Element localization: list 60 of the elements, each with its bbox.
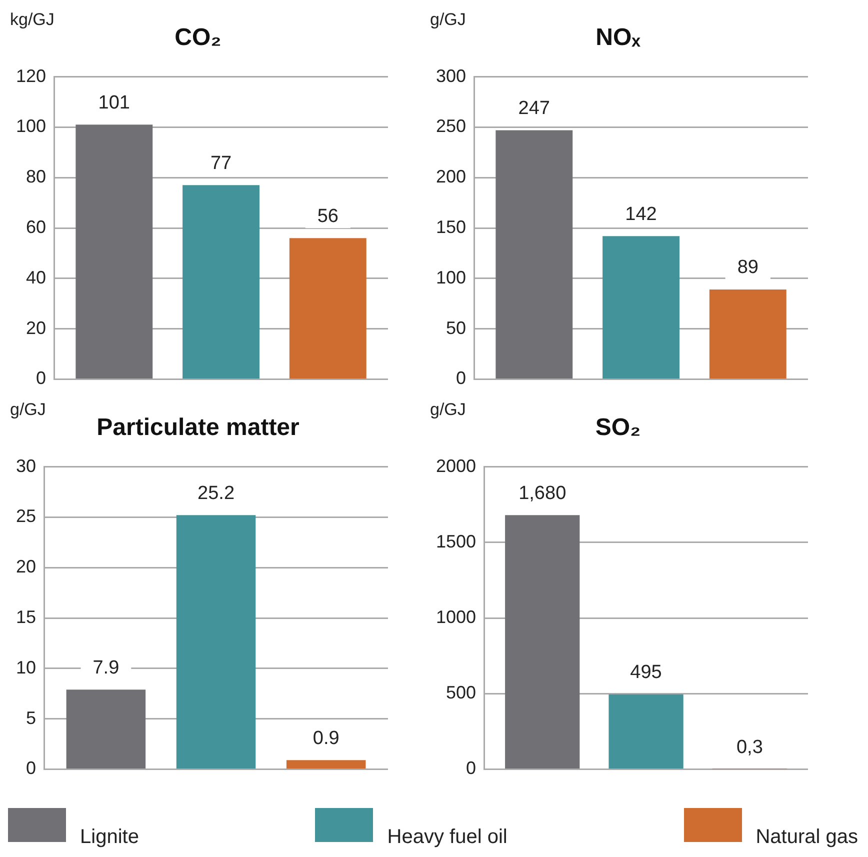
- data-label: 0.9: [312, 728, 340, 749]
- y-tick-label: 40: [26, 267, 46, 288]
- y-tick-label: 500: [446, 682, 476, 703]
- bar: [289, 238, 366, 378]
- y-tick-label: 50: [446, 318, 466, 338]
- data-label: 247: [518, 98, 550, 119]
- bar: [286, 760, 366, 768]
- y-tick-label: 250: [436, 116, 466, 136]
- legend-label: Lignite: [80, 826, 139, 849]
- bar: [76, 124, 153, 378]
- data-label: 77: [210, 152, 232, 174]
- data-label: 1,680: [518, 482, 566, 504]
- legend-label: Heavy fuel oil: [387, 826, 508, 849]
- y-tick-label: 10: [16, 657, 36, 678]
- data-label: 7.9: [92, 657, 120, 678]
- y-tick-label: 0: [26, 758, 36, 778]
- data-label: 56: [317, 206, 338, 227]
- bar: [176, 515, 256, 768]
- data-label: 89: [737, 257, 758, 278]
- y-tick-label: 80: [26, 166, 46, 187]
- y-tick-label: 100: [436, 267, 466, 288]
- y-tick-label: 20: [26, 318, 46, 338]
- y-tick-label: 1000: [436, 606, 476, 627]
- y-tick-label: 150: [436, 216, 466, 237]
- y-tick-label: 1500: [436, 531, 476, 552]
- legend-label: Natural gas: [756, 826, 858, 849]
- y-axis-title: kg/GJ: [10, 10, 54, 30]
- bar: [602, 236, 680, 378]
- y-tick-label: 0: [466, 758, 476, 778]
- bar: [182, 185, 260, 378]
- bar: [505, 515, 580, 768]
- chart-title: CO₂: [174, 24, 222, 52]
- bar: [608, 694, 684, 768]
- y-tick-label: 120: [16, 66, 46, 86]
- y-tick-label: 300: [436, 66, 466, 86]
- data-label: 101: [98, 92, 130, 114]
- y-tick-label: 2000: [436, 456, 476, 476]
- y-tick-label: 100: [16, 116, 46, 136]
- bar: [66, 690, 146, 768]
- y-tick-label: 0: [456, 368, 466, 388]
- bar: [709, 289, 786, 378]
- y-axis-title: g/GJ: [430, 400, 466, 420]
- y-tick-label: 30: [16, 456, 36, 476]
- y-tick-label: 200: [436, 166, 466, 187]
- chart-title: SO₂: [595, 414, 641, 442]
- y-axis-title: g/GJ: [10, 400, 46, 420]
- data-label: 0,3: [736, 736, 763, 758]
- y-axis-title: g/GJ: [430, 10, 466, 30]
- data-label: 25.2: [198, 482, 235, 504]
- y-tick-label: 60: [26, 216, 46, 237]
- y-tick-label: 25: [16, 506, 36, 526]
- data-label: 142: [625, 204, 657, 225]
- bar: [496, 130, 573, 378]
- y-tick-label: 5: [26, 708, 36, 728]
- chart-title: NOₓ: [596, 24, 641, 52]
- data-label: 495: [630, 662, 662, 684]
- y-tick-label: 0: [36, 368, 46, 388]
- y-tick-label: 20: [16, 556, 36, 577]
- y-tick-label: 15: [16, 606, 36, 627]
- chart-title: Particulate matter: [96, 414, 300, 442]
